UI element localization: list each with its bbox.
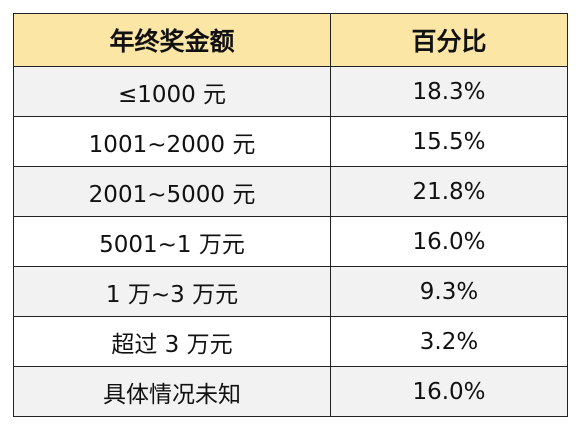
- bonus-table: 年终奖金额 百分比 ≤1000 元 18.3% 1001~2000 元 15.5% 200…: [13, 13, 568, 417]
- header-cell: 年终奖金额: [13, 13, 331, 67]
- percent-cell: 3.2%: [330, 316, 568, 367]
- table-row: 2001~5000 元 21.8%: [13, 166, 568, 217]
- table-row: 1 万~3 万元 9.3%: [13, 266, 568, 317]
- amount-cell: 1001~2000 元: [13, 116, 331, 167]
- header-cell: 百分比: [330, 13, 568, 67]
- table-row: 1001~2000 元 15.5%: [13, 116, 568, 167]
- amount-cell: 2001~5000 元: [13, 166, 331, 217]
- table-row: 具体情况未知 16.0%: [13, 366, 568, 417]
- amount-cell: ≤1000 元: [13, 66, 331, 117]
- percent-cell: 15.5%: [330, 116, 568, 167]
- table-row: 超过 3 万元 3.2%: [13, 316, 568, 367]
- amount-cell: 1 万~3 万元: [13, 266, 331, 317]
- percent-cell: 16.0%: [330, 216, 568, 267]
- percent-cell: 18.3%: [330, 66, 568, 117]
- amount-cell: 超过 3 万元: [13, 316, 331, 367]
- percent-cell: 16.0%: [330, 366, 568, 417]
- percent-cell: 21.8%: [330, 166, 568, 217]
- header-row: 年终奖金额 百分比: [13, 13, 568, 67]
- amount-cell: 5001~1 万元: [13, 216, 331, 267]
- percent-cell: 9.3%: [330, 266, 568, 317]
- table-row: 5001~1 万元 16.0%: [13, 216, 568, 267]
- amount-cell: 具体情况未知: [13, 366, 331, 417]
- table-row: ≤1000 元 18.3%: [13, 66, 568, 117]
